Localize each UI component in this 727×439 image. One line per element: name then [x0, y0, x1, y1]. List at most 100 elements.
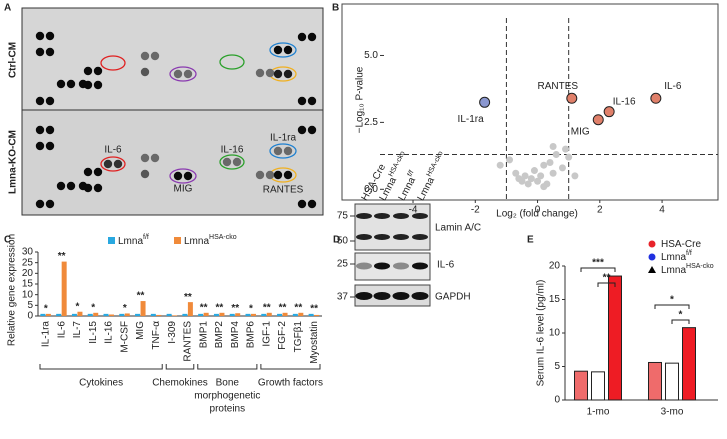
- panel-label: C: [4, 235, 11, 246]
- band: [412, 213, 428, 219]
- group-label: Growth factors: [258, 378, 323, 389]
- group-bracket: [197, 364, 258, 370]
- volcano-frame: [341, 3, 719, 201]
- x-tick-label: TGFβ1: [293, 321, 304, 353]
- legend-marker: [648, 240, 656, 248]
- blot-dot: [307, 32, 317, 42]
- blot-dot: [140, 153, 150, 163]
- row-label: Lmna-KO-CM: [8, 130, 19, 194]
- legend-label-sup: f/f: [143, 234, 149, 241]
- bar: [245, 313, 251, 316]
- bar: [103, 313, 109, 316]
- bar: [308, 313, 314, 316]
- y-tick-label: 5: [554, 361, 560, 372]
- blot-dot: [232, 157, 242, 167]
- legend-label-base: Lmna: [661, 265, 686, 276]
- blot-dot: [307, 125, 317, 135]
- legend-marker: [648, 253, 656, 261]
- band: [374, 213, 390, 219]
- x-tick-label: TNF-α: [151, 321, 162, 350]
- significance: **: [58, 251, 66, 262]
- x-tick-label: 3-mo: [661, 407, 684, 418]
- band: [373, 292, 391, 300]
- point: [534, 177, 542, 185]
- point-label: IL-16: [613, 96, 636, 107]
- significance-bracket: [580, 267, 616, 272]
- blot-dot: [265, 68, 275, 78]
- point: [521, 172, 529, 180]
- blot-dot: [283, 146, 293, 156]
- group-bracket: [165, 364, 195, 370]
- bar: [166, 313, 172, 316]
- x-tick-label: 4: [659, 205, 665, 216]
- bar: [156, 314, 162, 316]
- blot-dot: [273, 45, 283, 55]
- blot-dot: [66, 79, 76, 89]
- significance: **: [279, 302, 287, 313]
- x-tick-label: 2: [597, 205, 603, 216]
- bar: [591, 371, 605, 401]
- bar: [608, 275, 622, 401]
- blot-dot: [83, 66, 93, 76]
- x-tick-label: IL-16: [104, 321, 115, 344]
- bar: [574, 370, 588, 401]
- bar: [277, 313, 283, 316]
- bar: [61, 261, 67, 316]
- bar: [56, 313, 62, 316]
- y-tick-label: 25: [22, 257, 34, 268]
- band-label: GAPDH: [435, 292, 471, 303]
- y-tick-label: 10: [549, 328, 561, 339]
- blot-dot: [35, 141, 45, 151]
- band-label: IL-6: [437, 260, 455, 271]
- blot-dot: [255, 170, 265, 180]
- bar: [40, 313, 46, 316]
- x-tick-label: BMP1: [198, 321, 209, 349]
- legend-label-base: Lmna: [661, 252, 686, 263]
- circle: [169, 66, 197, 82]
- group-bracket: [260, 364, 321, 370]
- band: [412, 262, 428, 270]
- legend-label-base: HSA-Cre: [661, 239, 701, 250]
- significance: **: [231, 303, 239, 314]
- point: [546, 159, 554, 167]
- blot-bg: [354, 203, 431, 251]
- x-tick-label: MIG: [135, 321, 146, 340]
- circle: [100, 55, 126, 71]
- bar: [251, 313, 256, 316]
- blot-dot: [265, 170, 275, 180]
- blot-dot: [93, 66, 103, 76]
- point: [552, 151, 560, 158]
- bar: [77, 311, 83, 316]
- y-tick-label: 5: [27, 300, 33, 311]
- panel-label: D: [333, 235, 340, 246]
- legend-swatch: [108, 237, 115, 244]
- circle: [169, 168, 197, 184]
- point: [592, 114, 604, 126]
- circle: [100, 156, 126, 172]
- y-tick-label: 0: [554, 395, 560, 406]
- y-tick-label: 2.5: [364, 117, 378, 128]
- point-label: IL-1ra: [458, 114, 485, 125]
- blot-dot: [183, 69, 193, 79]
- bar: [140, 301, 146, 316]
- bar: [648, 361, 662, 401]
- blot-dot: [35, 47, 45, 57]
- blot-dot: [283, 69, 293, 79]
- y-axis-label: Serum IL-6 level (pg/ml): [536, 280, 547, 387]
- significance: *: [44, 304, 48, 315]
- bar: [261, 313, 267, 316]
- x-tick-label: BMP2: [214, 321, 225, 349]
- group-label: Cytokines: [79, 378, 123, 389]
- legend-label: Lmnaf/f: [118, 234, 149, 246]
- x-tick-label: RANTES: [183, 321, 194, 362]
- x-tick-label: FGF-2: [277, 321, 288, 350]
- x-tick-label: IL-6: [56, 321, 67, 339]
- band: [374, 262, 390, 270]
- bar: [71, 313, 77, 316]
- blot-dot: [307, 199, 317, 209]
- significance: *: [249, 304, 253, 315]
- bar: [109, 314, 114, 316]
- blot-dot: [83, 167, 93, 177]
- blot-dot: [173, 171, 183, 181]
